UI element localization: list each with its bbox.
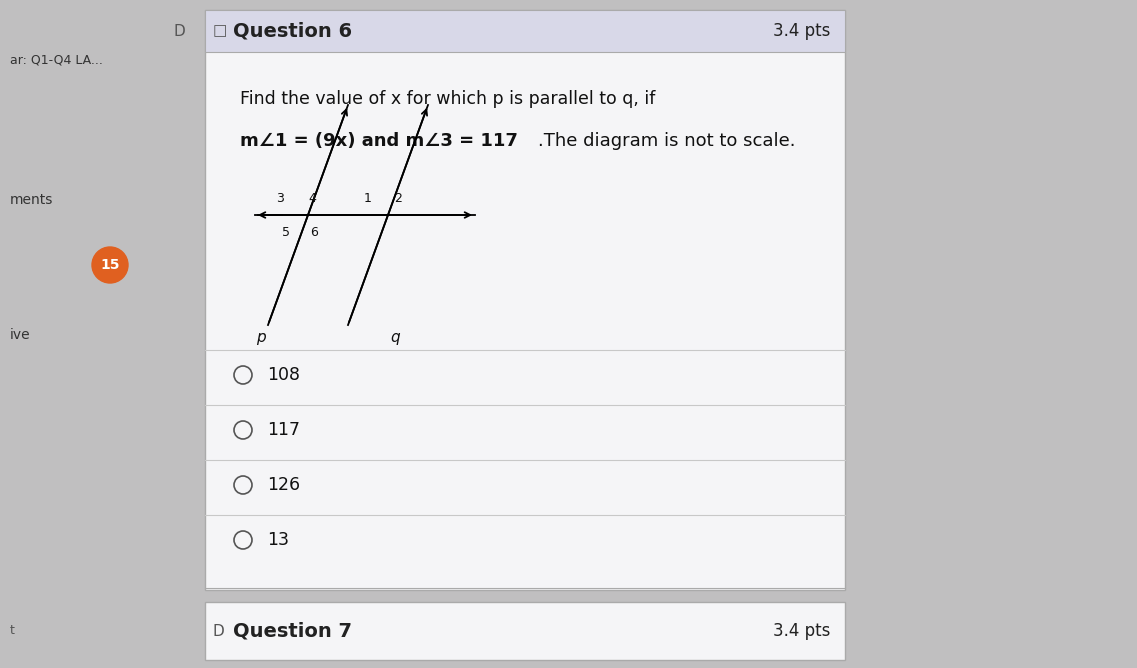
Text: Find the value of x for which p is parallel to q, if: Find the value of x for which p is paral… (240, 90, 655, 108)
Text: 1: 1 (364, 192, 372, 206)
Text: 3.4 pts: 3.4 pts (773, 622, 830, 640)
Text: 6: 6 (310, 226, 318, 240)
Text: 126: 126 (267, 476, 300, 494)
Text: 13: 13 (267, 531, 289, 549)
Text: Question 7: Question 7 (233, 621, 352, 641)
Text: .The diagram is not to scale.: .The diagram is not to scale. (538, 132, 796, 150)
Text: 117: 117 (267, 421, 300, 439)
Text: 2: 2 (395, 192, 402, 206)
Text: 5: 5 (282, 226, 290, 240)
Text: ive: ive (10, 328, 31, 342)
Text: ments: ments (10, 193, 53, 207)
Text: Question 6: Question 6 (233, 21, 352, 41)
Text: 108: 108 (267, 366, 300, 384)
Text: m∠1 = (9x) and m∠3 = 117: m∠1 = (9x) and m∠3 = 117 (240, 132, 517, 150)
Bar (205, 10, 845, 52)
Bar (205, 10, 845, 590)
Text: 15: 15 (100, 258, 119, 272)
Text: 4: 4 (308, 192, 316, 206)
Bar (205, 602, 845, 660)
Text: □: □ (213, 23, 227, 39)
Text: q: q (390, 330, 399, 345)
Text: ar: Q1-Q4 LA...: ar: Q1-Q4 LA... (10, 53, 102, 67)
Text: D: D (173, 23, 185, 39)
Text: 3: 3 (276, 192, 284, 206)
Text: p: p (256, 330, 266, 345)
Text: 3.4 pts: 3.4 pts (773, 22, 830, 40)
Circle shape (92, 247, 128, 283)
Text: t: t (10, 623, 15, 637)
Text: D: D (213, 623, 225, 639)
